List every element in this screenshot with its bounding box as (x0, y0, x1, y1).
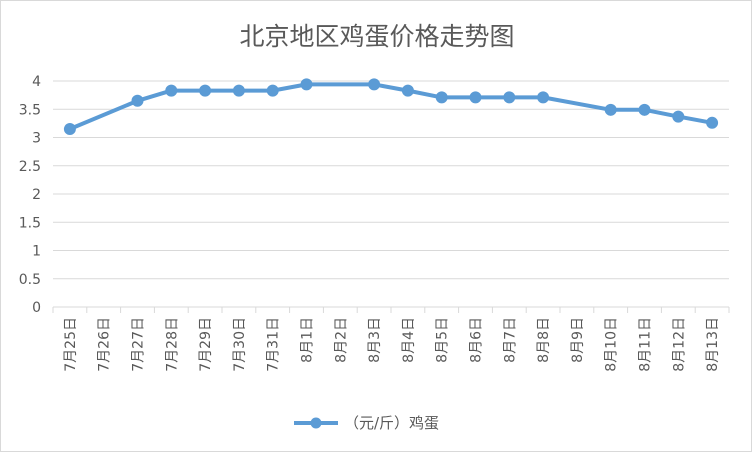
x-tick-label: 8月4日 (401, 317, 417, 363)
x-tick-label: 7月27日 (131, 317, 147, 372)
data-point (232, 84, 245, 97)
data-point (706, 116, 719, 129)
x-tick-label: 8月3日 (367, 317, 383, 363)
x-tick-label: 8月13日 (705, 317, 721, 372)
x-tick-label: 7月30日 (232, 317, 248, 372)
y-tick-label: 0.5 (19, 272, 41, 288)
x-tick-label: 7月25日 (63, 317, 79, 372)
series-layer (63, 78, 719, 136)
data-point (401, 84, 414, 97)
x-tick-label: 8月2日 (333, 317, 349, 363)
data-point (604, 103, 617, 116)
data-point (435, 91, 448, 104)
chart-title: 北京地区鸡蛋价格走势图 (239, 22, 514, 51)
data-point (503, 91, 516, 104)
y-tick-label: 3 (32, 131, 41, 147)
x-tick-label: 7月29日 (198, 317, 214, 372)
x-tick-label: 7月31日 (266, 317, 282, 372)
x-tick-label: 8月6日 (469, 317, 485, 363)
data-point (469, 91, 482, 104)
data-point (266, 84, 279, 97)
legend-series-label: （元/斤）鸡蛋 (344, 414, 439, 432)
y-tick-label: 2 (32, 187, 41, 203)
y-tick-label: 1 (32, 244, 41, 260)
x-tick-label: 8月10日 (604, 317, 620, 372)
data-point (131, 94, 144, 107)
axes (52, 306, 730, 313)
x-axis-ticks: 7月25日 7月26日 7月27日 7月28日 7月29日 7月30日 7月31日 8月1日 8… (63, 317, 721, 372)
x-tick-label: 8月12日 (671, 317, 687, 372)
data-point (165, 84, 178, 97)
legend-point-marker (310, 417, 322, 429)
y-tick-label: 0 (32, 300, 41, 316)
x-tick-label: 7月26日 (97, 317, 113, 372)
data-point (672, 110, 685, 123)
y-axis-ticks: 0 0.5 1 1.5 2 2.5 3 3.5 4 (19, 74, 41, 316)
y-tick-label: 2.5 (19, 159, 41, 175)
x-tick-label: 8月8日 (536, 317, 552, 363)
data-point (199, 84, 212, 97)
legend: （元/斤）鸡蛋 (294, 414, 439, 432)
y-tick-label: 4 (32, 74, 41, 90)
x-tick-label: 8月7日 (502, 317, 518, 363)
data-point (368, 78, 381, 91)
data-point (300, 78, 313, 91)
data-point (63, 123, 76, 136)
data-point (537, 91, 550, 104)
x-tick-label: 8月9日 (570, 317, 586, 363)
x-tick-label: 8月1日 (300, 317, 316, 363)
grid-lines (53, 80, 729, 280)
data-point (638, 103, 651, 116)
y-tick-label: 3.5 (19, 102, 41, 118)
x-tick-label: 7月28日 (164, 317, 180, 372)
x-tick-label: 8月11日 (638, 317, 654, 372)
x-tick-label: 8月5日 (435, 317, 451, 363)
y-tick-label: 1.5 (19, 215, 41, 231)
